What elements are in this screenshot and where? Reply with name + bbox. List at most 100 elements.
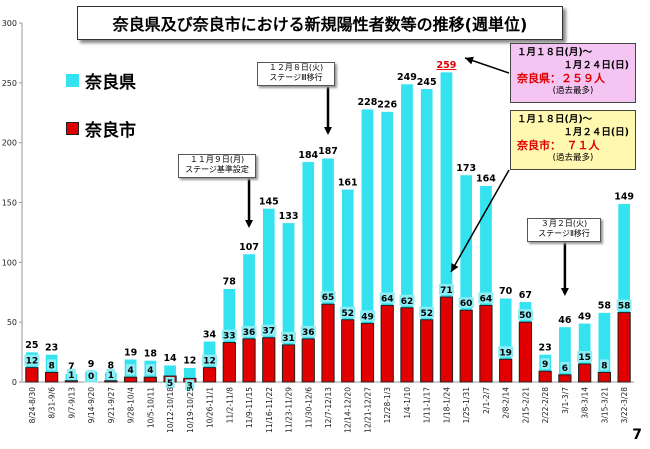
x-tick-label: 11/9-11/15: [245, 387, 254, 428]
data-label-city-bg: [241, 325, 257, 337]
y-tick-label: 250: [2, 79, 17, 88]
bar-city: [321, 303, 335, 383]
info-box-city-line1: １月１８日(月)～: [517, 114, 593, 125]
data-label-city-bg: [540, 358, 550, 370]
data-label-prefecture: 226: [377, 100, 397, 111]
data-label-city-bg: [359, 310, 375, 322]
data-label-city: 36: [243, 328, 256, 338]
x-tick-label: 1/4-1/10: [403, 387, 412, 419]
bar-city: [123, 376, 138, 383]
bar-city: [518, 321, 533, 383]
data-label-city: 49: [361, 312, 374, 322]
data-label-city: 52: [341, 309, 354, 319]
data-label-city: 9: [542, 360, 548, 370]
x-tick-label: 12/28-1/3: [383, 387, 392, 424]
data-label-prefecture: 184: [298, 150, 318, 161]
data-label-city: 71: [440, 286, 453, 296]
data-label-prefecture: 7: [68, 362, 75, 373]
data-label-prefecture: 107: [239, 242, 259, 253]
data-label-city-bg: [577, 351, 593, 363]
data-label-city: 33: [223, 332, 236, 342]
bar-city: [143, 376, 157, 383]
callout-stage3-label: ステージⅢ移行: [269, 73, 323, 82]
x-tick-label: 3/8-3/14: [581, 387, 590, 419]
data-label-city-bg: [86, 370, 96, 381]
data-label-prefecture: 18: [144, 348, 158, 359]
x-tick-label: 3/15-3/21: [600, 387, 609, 424]
data-label-city: 60: [460, 299, 473, 309]
info-box-prefecture-line3: 奈良県：２５９人: [517, 72, 605, 85]
page-title: 奈良県及び奈良市における新規陽性者数等の推移(週単位): [77, 6, 563, 40]
callout-stage-setting-date: １１月９日(月): [189, 155, 245, 164]
info-box-prefecture: １月１８日(月)～ １月２４日(日) 奈良県：２５９人 (過去最多): [510, 43, 636, 103]
data-label-city: 4: [127, 366, 133, 376]
callout-arrow-stage-setting-head: [245, 220, 254, 228]
data-label-prefecture: 70: [499, 286, 513, 297]
bar-city: [439, 296, 454, 383]
y-tick-label: 100: [2, 258, 17, 267]
y-tick-label: 0: [12, 378, 17, 387]
data-label-city: 1: [68, 371, 74, 381]
bar-city: [499, 358, 513, 383]
data-label-city-bg: [145, 364, 155, 376]
data-label-city: 50: [519, 311, 532, 321]
data-label-city-bg: [560, 361, 570, 373]
bar-city: [558, 374, 572, 383]
callout-stage2: ３月２日(火) ステージⅡ移行: [527, 218, 601, 242]
data-label-prefecture: 228: [358, 97, 378, 108]
data-label-city: 64: [480, 294, 493, 304]
legend-city: 奈良市: [66, 116, 136, 141]
data-label-city-bg: [419, 306, 435, 318]
info-box-prefecture-line2: １月２４日(日): [563, 60, 629, 71]
data-label-prefecture: 149: [614, 192, 634, 203]
data-label-prefecture: 9: [88, 359, 95, 370]
x-tick-label: 9/7-9/13: [67, 387, 76, 419]
bar-city: [380, 304, 394, 383]
data-label-city-bg: [517, 309, 533, 321]
x-tick-label: 11/2-11/8: [225, 387, 234, 424]
bar-city: [281, 344, 296, 383]
data-label-city-bg: [320, 291, 336, 303]
x-tick-label: 9/14-9/20: [87, 387, 96, 424]
info-box-prefecture-line4: (過去最多): [552, 86, 594, 96]
x-tick-label: 1/18-1/24: [442, 387, 451, 424]
callout-stage2-date: ３月２日(火): [540, 219, 588, 228]
bar-city: [360, 322, 375, 383]
data-label-prefecture: 161: [338, 177, 358, 188]
bar-city: [578, 363, 592, 383]
callout-stage-setting: １１月９日(月) ステージ基準設定: [178, 154, 256, 178]
data-label-prefecture: 12: [183, 356, 196, 367]
x-tick-label: 11/16-11/22: [265, 387, 274, 433]
data-label-city: 12: [26, 357, 39, 367]
bar-city: [64, 380, 78, 383]
pointer-prefecture-head: [465, 56, 474, 65]
bar-city: [242, 338, 256, 383]
page-number: 7: [632, 427, 642, 443]
y-tick-label: 150: [2, 199, 17, 208]
data-label-city-bg: [458, 297, 474, 309]
data-label-city-bg: [599, 359, 609, 371]
x-tick-label: 9/28-10/4: [127, 387, 136, 424]
data-label-prefecture: 14: [163, 353, 177, 364]
data-label-city-bg: [340, 306, 356, 318]
bar-city: [459, 309, 473, 383]
data-label-city-bg: [616, 299, 632, 311]
callout-stage-setting-label: ステージ基準設定: [185, 165, 249, 174]
legend-label-city: 奈良市: [85, 121, 136, 141]
x-tick-label: 10/12-10/18: [166, 387, 175, 433]
data-label-city: 36: [302, 328, 315, 338]
data-label-prefecture: 145: [259, 196, 279, 207]
data-label-city-bg: [126, 364, 136, 376]
data-label-prefecture: 67: [519, 290, 532, 301]
callout-arrow-stage2-head: [560, 288, 569, 296]
data-label-city-bg: [300, 325, 316, 337]
x-tick-label: 2/8-2/14: [502, 387, 511, 419]
data-label-city: 12: [203, 357, 216, 367]
data-label-city: 8: [48, 361, 54, 371]
data-label-city-bg: [281, 331, 297, 343]
x-tick-label: 10/5-10/11: [146, 387, 155, 428]
data-label-city-bg: [47, 359, 57, 371]
bar-city: [341, 319, 355, 383]
data-label-prefecture: 19: [124, 347, 137, 358]
